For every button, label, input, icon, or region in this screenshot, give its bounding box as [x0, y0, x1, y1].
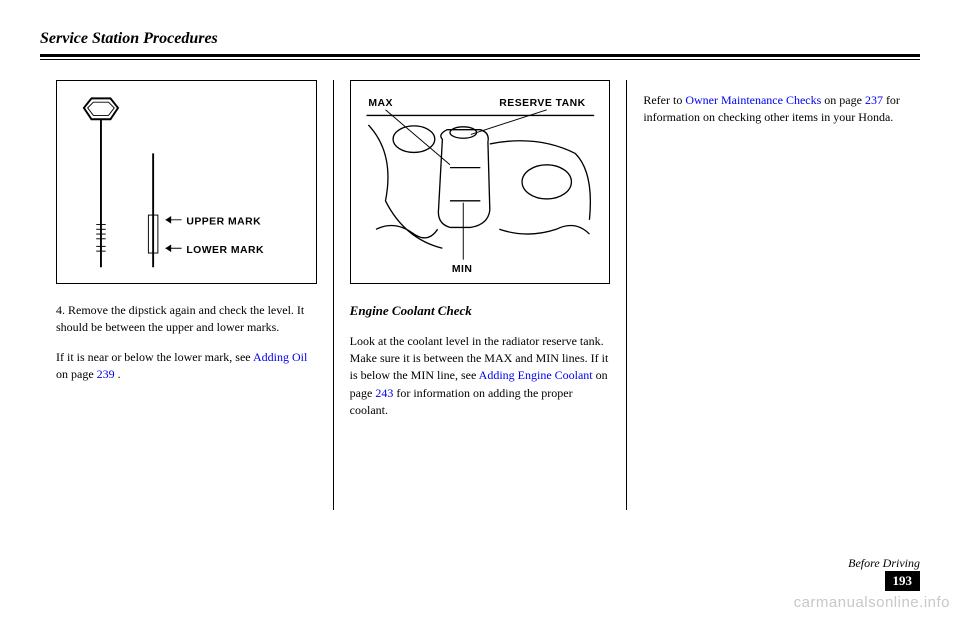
footer-section: Before Driving	[848, 556, 920, 571]
page-number: 193	[885, 571, 921, 591]
content-columns: UPPER MARK LOWER MARK 4. Remove the dips…	[40, 80, 920, 510]
min-label: MIN	[452, 264, 473, 275]
col3-t1-b: on page	[821, 93, 865, 107]
column-2: MAX RESERVE TANK MIN	[333, 80, 628, 510]
owner-maintenance-link[interactable]: Owner Maintenance Checks	[685, 93, 821, 107]
col1-t2-a: If it is near or below the lower mark, s…	[56, 350, 253, 364]
reserve-tank-label: RESERVE TANK	[499, 98, 585, 109]
watermark: carmanualsonline.info	[794, 594, 950, 611]
column-1: UPPER MARK LOWER MARK 4. Remove the dips…	[40, 80, 333, 510]
col1-t2-c: .	[115, 367, 121, 381]
page-239-link[interactable]: 239	[97, 367, 115, 381]
engine-coolant-subhead: Engine Coolant Check	[350, 302, 611, 321]
coolant-figure: MAX RESERVE TANK MIN	[350, 80, 611, 284]
dipstick-figure: UPPER MARK LOWER MARK	[56, 80, 317, 284]
max-label: MAX	[368, 98, 393, 109]
header-rule	[40, 54, 920, 60]
page-243-link[interactable]: 243	[375, 386, 393, 400]
col3-text-1: Refer to Owner Maintenance Checks on pag…	[643, 92, 904, 127]
col3-t1-a: Refer to	[643, 93, 685, 107]
column-3: Refer to Owner Maintenance Checks on pag…	[627, 80, 920, 510]
adding-oil-link[interactable]: Adding Oil	[253, 350, 307, 364]
upper-mark-label: UPPER MARK	[186, 217, 261, 228]
lower-mark-label: LOWER MARK	[186, 245, 264, 256]
page-title: Service Station Procedures	[40, 30, 218, 48]
col1-t2-b: on page	[56, 367, 97, 381]
col1-text-1: 4. Remove the dipstick again and check t…	[56, 302, 317, 337]
adding-coolant-link[interactable]: Adding Engine Coolant	[479, 368, 593, 382]
col1-text-2: If it is near or below the lower mark, s…	[56, 349, 317, 384]
page-237-link[interactable]: 237	[865, 93, 883, 107]
col2-text-1: Look at the coolant level in the radiato…	[350, 333, 611, 420]
